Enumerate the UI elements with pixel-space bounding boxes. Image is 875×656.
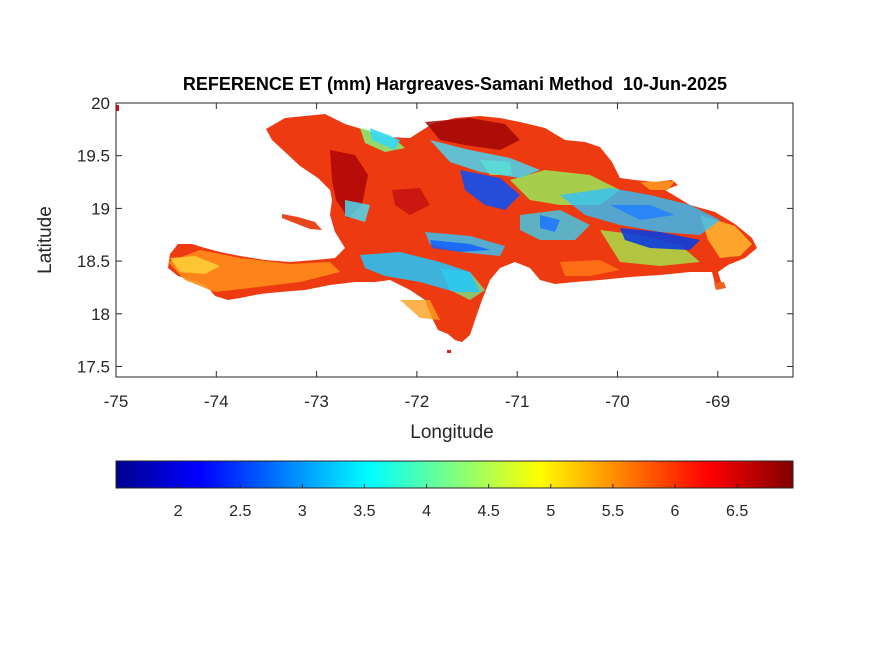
y-tick-label: 19 bbox=[91, 199, 110, 218]
colorbar-tick-label: 3.5 bbox=[353, 503, 375, 520]
x-tick-label: -72 bbox=[405, 392, 430, 411]
hispaniola-map bbox=[116, 105, 757, 353]
colorbar-ticks: 2 2.5 3 3.5 4 4.5 5 5.5 6 6.5 bbox=[174, 484, 748, 520]
y-tick-label: 18 bbox=[91, 305, 110, 324]
colorbar-tick-label: 2 bbox=[174, 503, 183, 520]
map-title: REFERENCE ET (mm) Hargreaves-Samani Meth… bbox=[182, 74, 728, 94]
tortuga-island bbox=[282, 214, 322, 230]
x-tick-label: -70 bbox=[605, 392, 630, 411]
colorbar-tick-label: 2.5 bbox=[229, 503, 251, 520]
colorbar-tick-label: 5.5 bbox=[602, 503, 624, 520]
saona-island bbox=[714, 282, 726, 290]
landmass bbox=[168, 114, 757, 342]
y-tick-label: 20 bbox=[91, 94, 110, 113]
colorbar-tick-label: 4.5 bbox=[478, 503, 500, 520]
x-tick-label: -74 bbox=[204, 392, 229, 411]
y-tick-label: 19.5 bbox=[77, 147, 110, 166]
x-axis-ticks: -75 -74 -73 -72 -71 -70 -69 bbox=[104, 103, 730, 411]
colorbar-tick-label: 6.5 bbox=[726, 503, 748, 520]
y-tick-label: 17.5 bbox=[77, 357, 110, 376]
colorbar bbox=[115, 460, 794, 489]
y-axis-label: Latitude bbox=[35, 206, 56, 274]
colorbar-tick-label: 5 bbox=[546, 503, 555, 520]
colorbar-tick-label: 6 bbox=[671, 503, 680, 520]
x-axis-label: Longitude bbox=[410, 422, 493, 443]
colorbar-tick-label: 3 bbox=[298, 503, 307, 520]
x-tick-label: -73 bbox=[304, 392, 329, 411]
x-tick-label: -69 bbox=[705, 392, 730, 411]
x-tick-label: -75 bbox=[104, 392, 129, 411]
colorbar-tick-label: 4 bbox=[422, 503, 431, 520]
y-tick-label: 18.5 bbox=[77, 252, 110, 271]
x-tick-label: -71 bbox=[505, 392, 530, 411]
y-axis-ticks: 17.5 18 18.5 19 19.5 20 bbox=[77, 94, 793, 376]
